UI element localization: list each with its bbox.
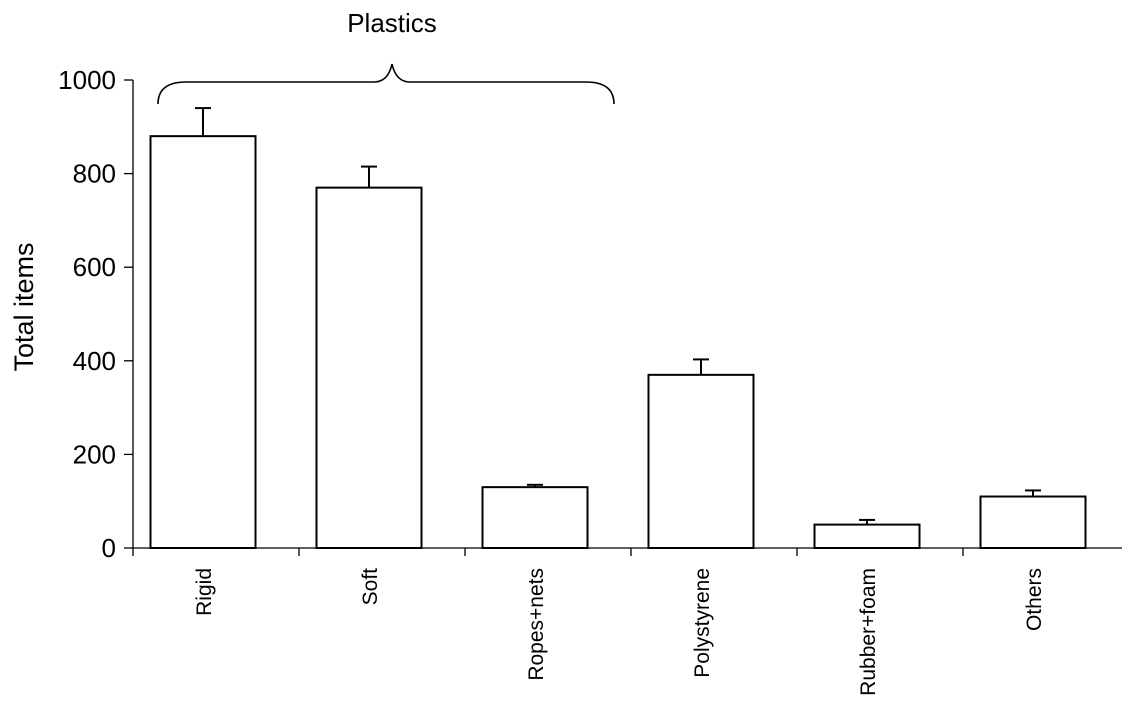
y-tick-label: 200	[73, 439, 116, 469]
y-tick-label: 600	[73, 252, 116, 282]
plastics-brace	[157, 63, 615, 105]
y-tick-label: 1000	[58, 65, 116, 95]
bar-rigid	[149, 135, 257, 549]
x-category-label: Polystyrene	[691, 568, 714, 678]
bar-ropes-nets	[481, 486, 589, 550]
plastics-annotation: Plastics	[347, 8, 437, 38]
x-category-label: Others	[1023, 568, 1046, 631]
bar-polystyrene	[647, 373, 755, 549]
y-tick-label: 800	[73, 159, 116, 189]
y-axis-title: Total items	[9, 242, 39, 371]
bar-soft	[315, 186, 423, 549]
y-tick-label: 0	[102, 533, 116, 563]
x-category-label: Rigid	[193, 568, 216, 616]
bar-others	[979, 495, 1087, 549]
x-category-label: Ropes+nets	[525, 568, 548, 681]
bar-rubber-foam	[813, 523, 921, 549]
y-tick-label: 400	[73, 346, 116, 376]
x-category-label: Soft	[359, 568, 382, 606]
x-category-label: Rubber+foam	[857, 568, 880, 696]
plot-area: 0 200 400 600 800 1000 Rigid Soft Ropes+nets Poly…	[58, 63, 1122, 696]
